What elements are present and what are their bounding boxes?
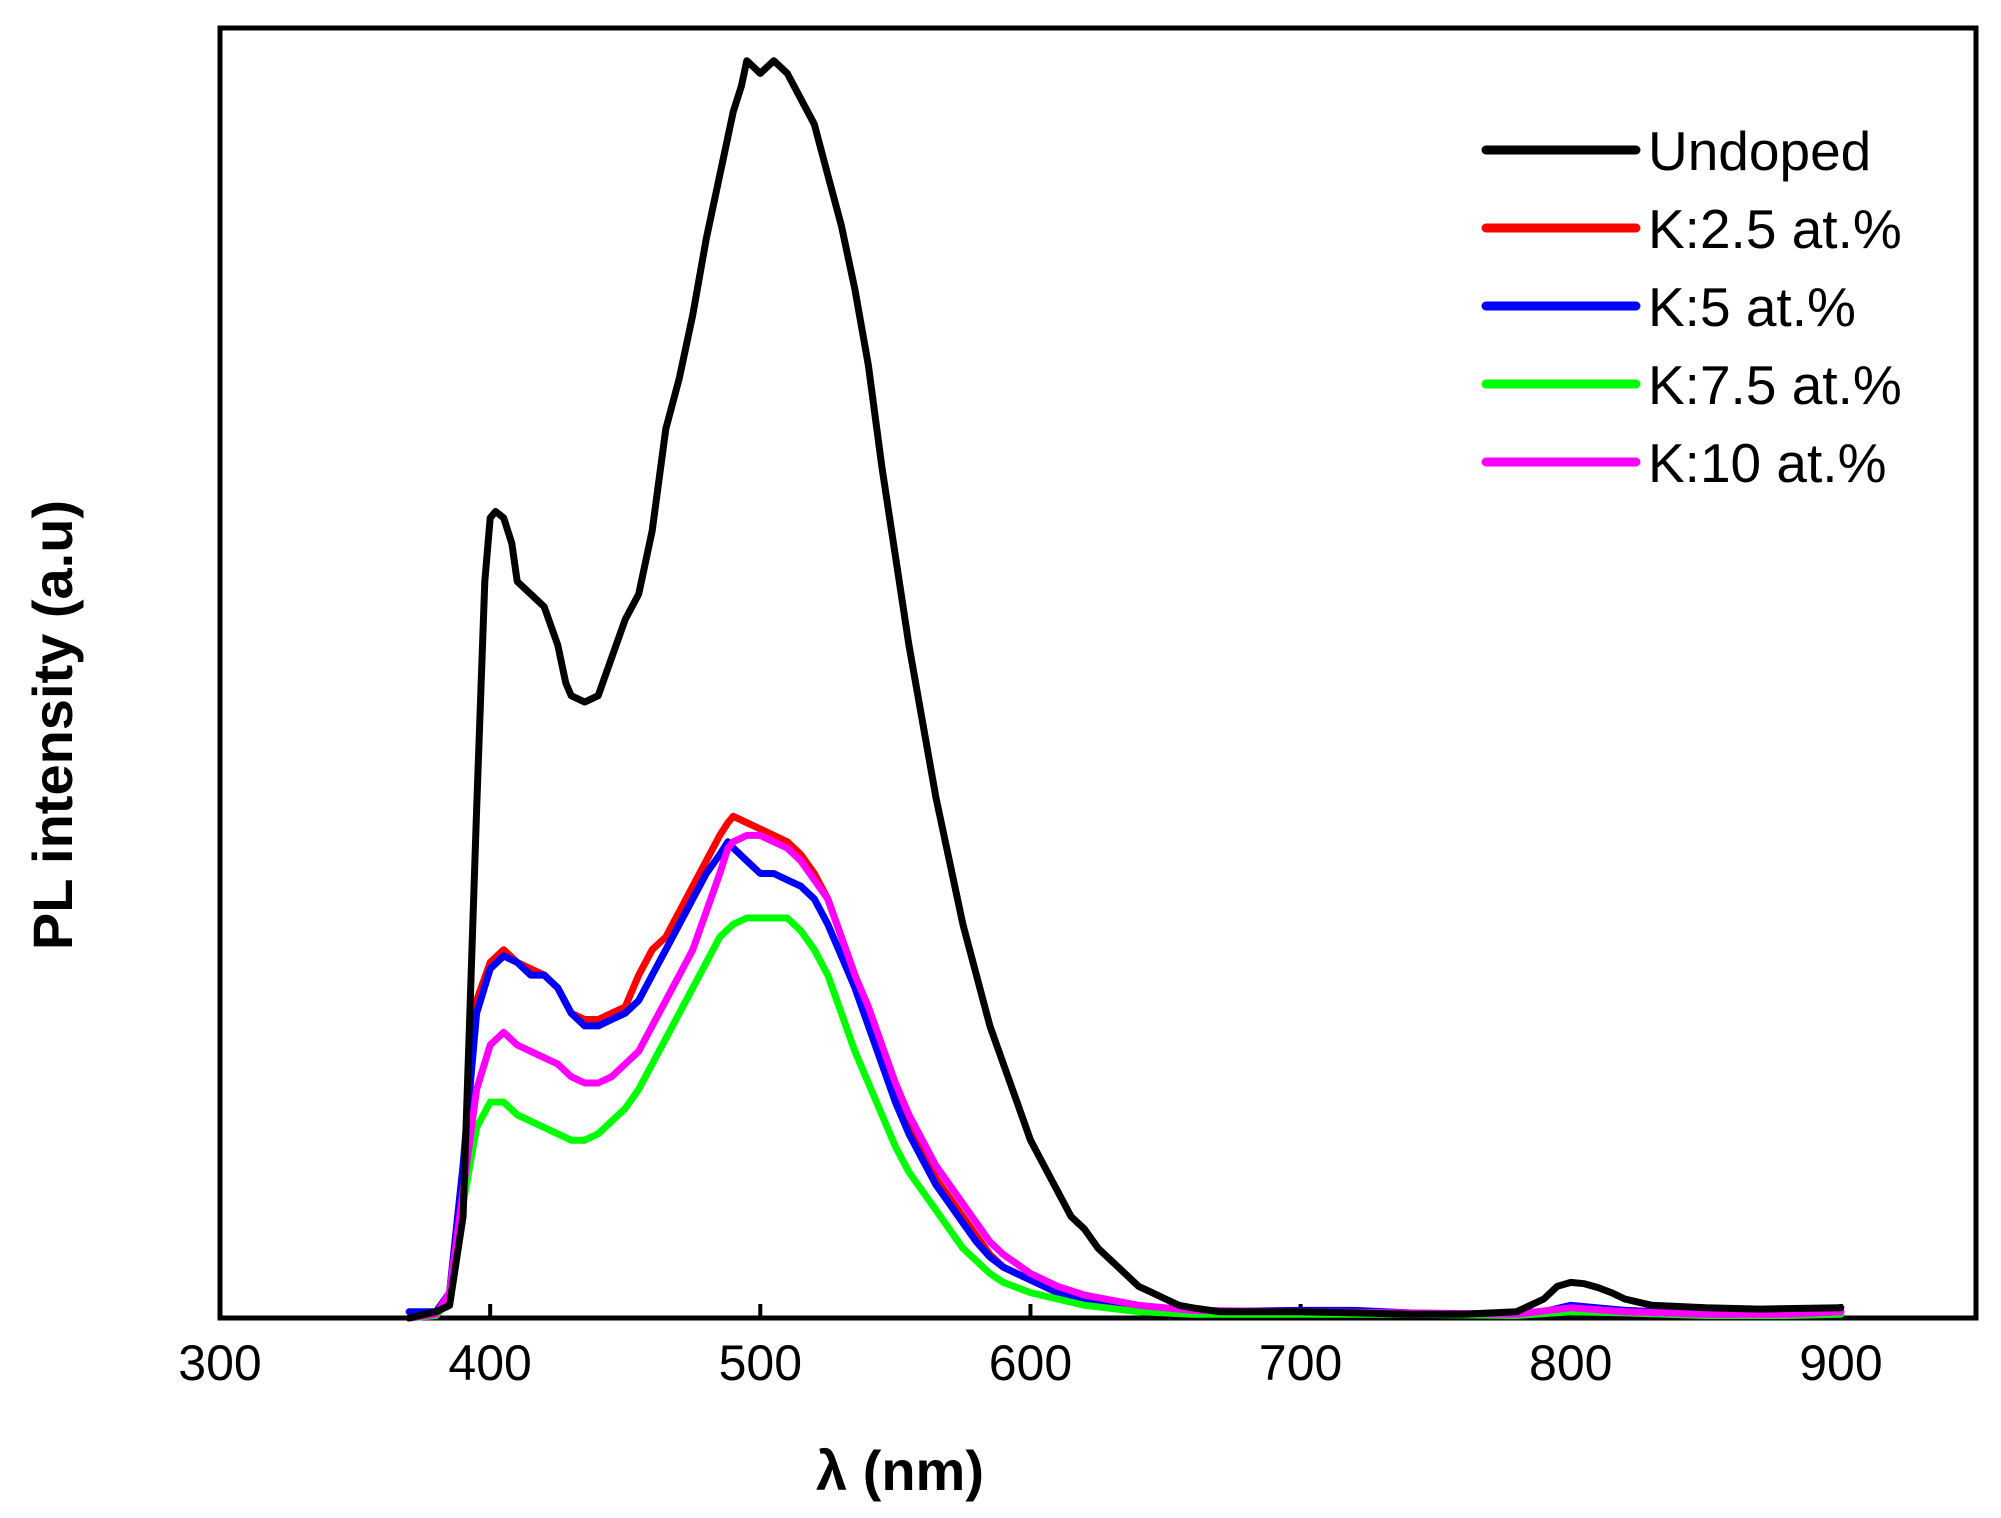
x-axis-title: λ (nm) xyxy=(816,1439,984,1502)
x-tick-label: 300 xyxy=(178,1335,261,1391)
y-axis-title: PL intensity (a.u) xyxy=(21,500,84,950)
series-line-4 xyxy=(405,831,1845,1322)
series-line-3 xyxy=(405,914,1845,1322)
legend-label: K:7.5 at.% xyxy=(1648,354,1902,416)
x-tick-label: 700 xyxy=(1259,1335,1342,1391)
legend-label: K:5 at.% xyxy=(1648,276,1856,338)
legend: Undoped K:2.5 at.% K:5 at.% K:7.5 at.% K:10 … xyxy=(1481,120,1902,494)
series-line-2 xyxy=(405,838,1845,1318)
legend-label: Undoped xyxy=(1648,120,1871,182)
series-line-0 xyxy=(405,57,1845,1322)
legend-label: K:10 at.% xyxy=(1648,432,1886,494)
x-axis-ticks: 300 400 500 600 700 800 900 xyxy=(178,1304,1883,1391)
x-tick-label: 600 xyxy=(989,1335,1072,1391)
x-tick-label: 500 xyxy=(719,1335,802,1391)
plot-frame xyxy=(217,25,1979,1321)
series-lines xyxy=(405,57,1845,1322)
x-tick-label: 400 xyxy=(448,1335,531,1391)
x-tick-label: 800 xyxy=(1529,1335,1612,1391)
x-tick-label: 900 xyxy=(1799,1335,1882,1391)
legend-label: K:2.5 at.% xyxy=(1648,198,1902,260)
